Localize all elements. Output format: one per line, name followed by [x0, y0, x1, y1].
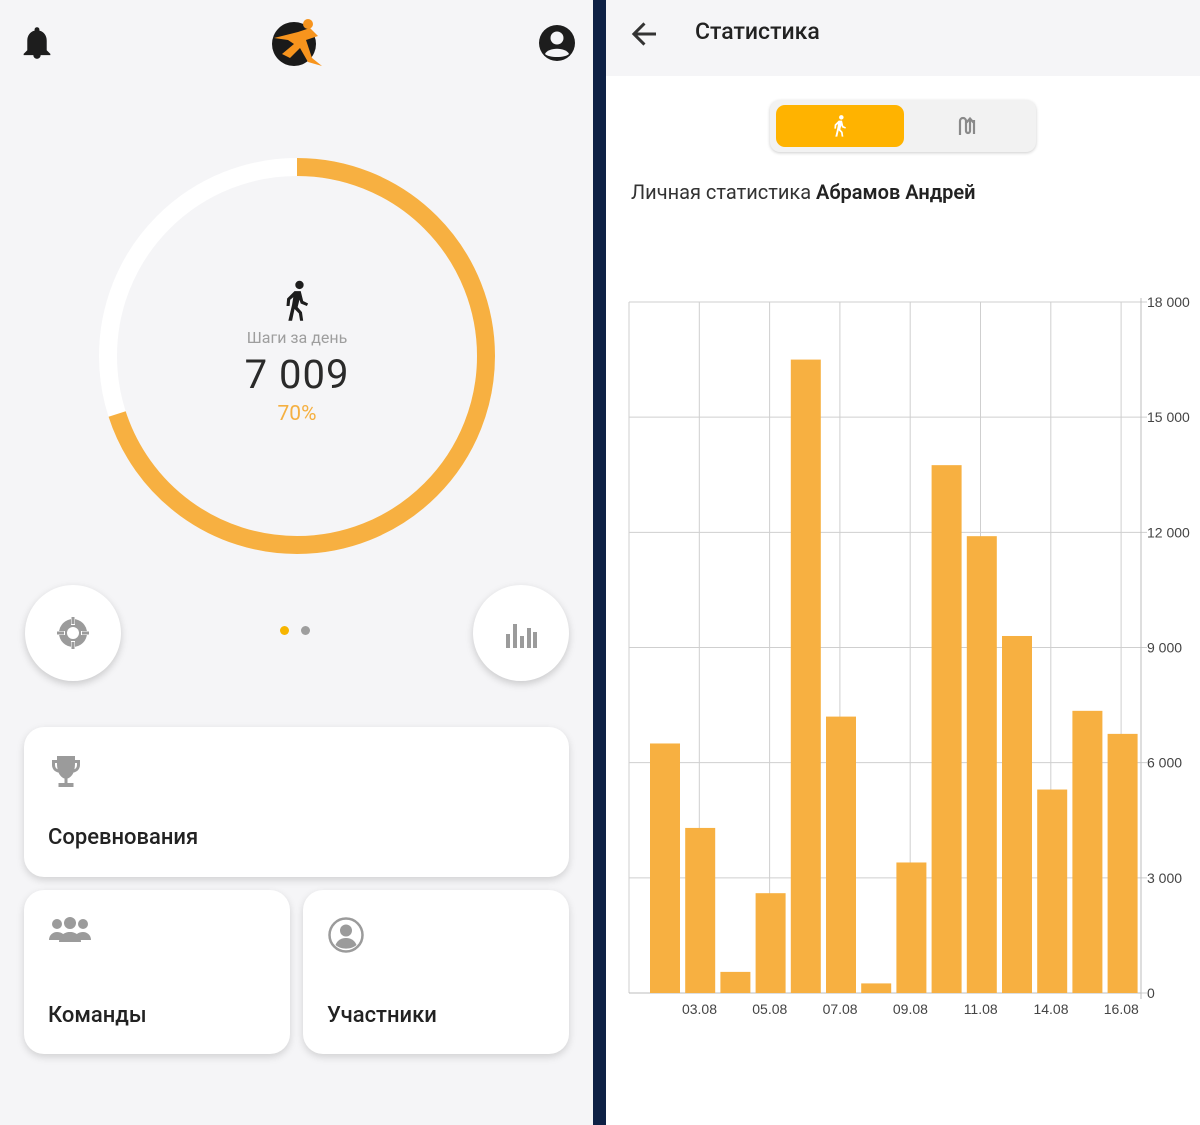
bar-03.08 [685, 827, 716, 993]
bar-07.08 [826, 716, 856, 993]
teams-title: Команды [48, 1003, 147, 1028]
account-icon[interactable] [536, 22, 578, 64]
page-dot-1[interactable] [280, 626, 289, 635]
steps-label: Шаги за день [246, 328, 348, 347]
bar-11.08 [966, 536, 997, 993]
back-arrow-icon[interactable] [626, 16, 662, 52]
bar-04.08 [720, 971, 751, 993]
home-screen: Шаги за день 7 009 70% [0, 0, 593, 1125]
bar-chart-icon [506, 624, 537, 648]
metric-toggle [770, 100, 1036, 152]
bar-13.08 [1037, 789, 1068, 993]
trophy-icon [52, 756, 80, 787]
person-icon [328, 917, 364, 953]
steps-summary: Шаги за день 7 009 70% [96, 280, 498, 426]
x-tick-label: 03.08 [682, 1001, 717, 1017]
page-dot-2[interactable] [301, 626, 310, 635]
bar-09.08 [896, 862, 927, 993]
route-mode-button[interactable] [904, 105, 1030, 147]
y-tick-label: 0 [1147, 985, 1155, 1001]
bar-14.08 [1072, 710, 1103, 993]
bar-02.08 [650, 743, 680, 993]
personal-statistics-heading: Личная статистика Абрамов Андрей [631, 180, 976, 204]
statistics-screen: Статистика Личная статистика Абрамов Анд… [606, 0, 1200, 1125]
x-tick-label: 09.08 [893, 1001, 928, 1017]
y-tick-label: 12 000 [1147, 524, 1190, 540]
notifications-bell-icon[interactable] [18, 24, 56, 62]
page-indicator [280, 626, 310, 635]
statistics-button[interactable] [473, 585, 569, 681]
walking-person-icon [286, 280, 309, 321]
crosshair-icon [55, 615, 91, 651]
personal-stats-prefix: Личная статистика [631, 180, 817, 204]
steps-percent: 70% [277, 402, 317, 426]
bar-08.08 [861, 983, 892, 993]
user-name: Абрамов Андрей [816, 180, 976, 204]
group-icon [49, 917, 91, 942]
daily-steps-progress-ring [99, 158, 495, 554]
y-tick-label: 3 000 [1147, 870, 1182, 886]
goal-target-button[interactable] [25, 585, 121, 681]
bar-12.08 [1002, 635, 1032, 993]
steps-value: 7 009 [244, 351, 350, 398]
swap-arrows-icon [958, 116, 976, 135]
participants-title: Участники [327, 1003, 437, 1028]
x-tick-label: 16.08 [1104, 1001, 1139, 1017]
walking-person-icon [834, 115, 846, 137]
page-title: Статистика [695, 18, 820, 45]
y-tick-label: 18 000 [1147, 294, 1190, 310]
competitions-title: Соревнования [48, 825, 199, 850]
steps-bar-chart: 0 3 000 6 000 9 000 12 000 15 000 18 000 03.08… [628, 294, 1190, 1017]
y-tick-label: 6 000 [1147, 755, 1182, 771]
x-tick-label: 05.08 [752, 1001, 787, 1017]
app-bar: Статистика [606, 0, 1200, 76]
participants-card[interactable]: Участники [303, 890, 569, 1054]
bar-05.08 [755, 893, 786, 993]
teams-card[interactable]: Команды [24, 890, 290, 1054]
y-tick-label: 15 000 [1147, 409, 1190, 425]
y-tick-label: 9 000 [1147, 640, 1182, 656]
bar-06.08 [790, 359, 821, 993]
bar-15.08 [1107, 733, 1138, 993]
competitions-card[interactable]: Соревнования [24, 727, 569, 877]
x-tick-label: 11.08 [964, 1001, 998, 1017]
x-tick-label: 07.08 [823, 1001, 858, 1017]
steps-mode-button[interactable] [776, 105, 904, 147]
bar-10.08 [931, 465, 962, 993]
x-tick-label: 14.08 [1033, 1001, 1068, 1017]
app-logo-icon [268, 14, 328, 70]
